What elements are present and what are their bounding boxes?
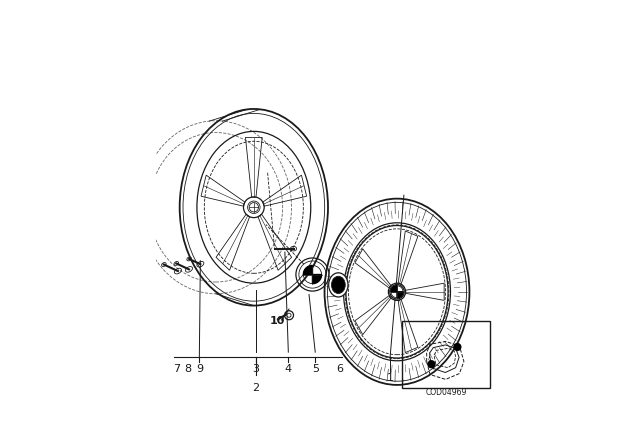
Text: 3: 3 [252, 364, 259, 375]
Ellipse shape [287, 313, 291, 317]
Text: 7: 7 [173, 364, 180, 375]
Polygon shape [391, 286, 397, 292]
Polygon shape [303, 265, 312, 275]
Circle shape [428, 360, 436, 368]
Ellipse shape [390, 284, 404, 299]
Text: 6: 6 [337, 364, 344, 375]
Text: COD04969: COD04969 [426, 388, 467, 397]
Text: 1: 1 [387, 373, 394, 383]
Text: 5: 5 [312, 364, 319, 375]
Circle shape [453, 343, 461, 351]
Text: 8: 8 [184, 364, 191, 375]
Polygon shape [312, 275, 321, 284]
Polygon shape [397, 292, 403, 298]
Text: 4: 4 [285, 364, 292, 375]
Text: 2: 2 [252, 383, 259, 393]
Ellipse shape [329, 273, 348, 297]
Text: 9: 9 [196, 364, 203, 375]
Text: 10: 10 [269, 316, 285, 326]
Bar [402, 321, 490, 388]
Ellipse shape [332, 276, 345, 293]
